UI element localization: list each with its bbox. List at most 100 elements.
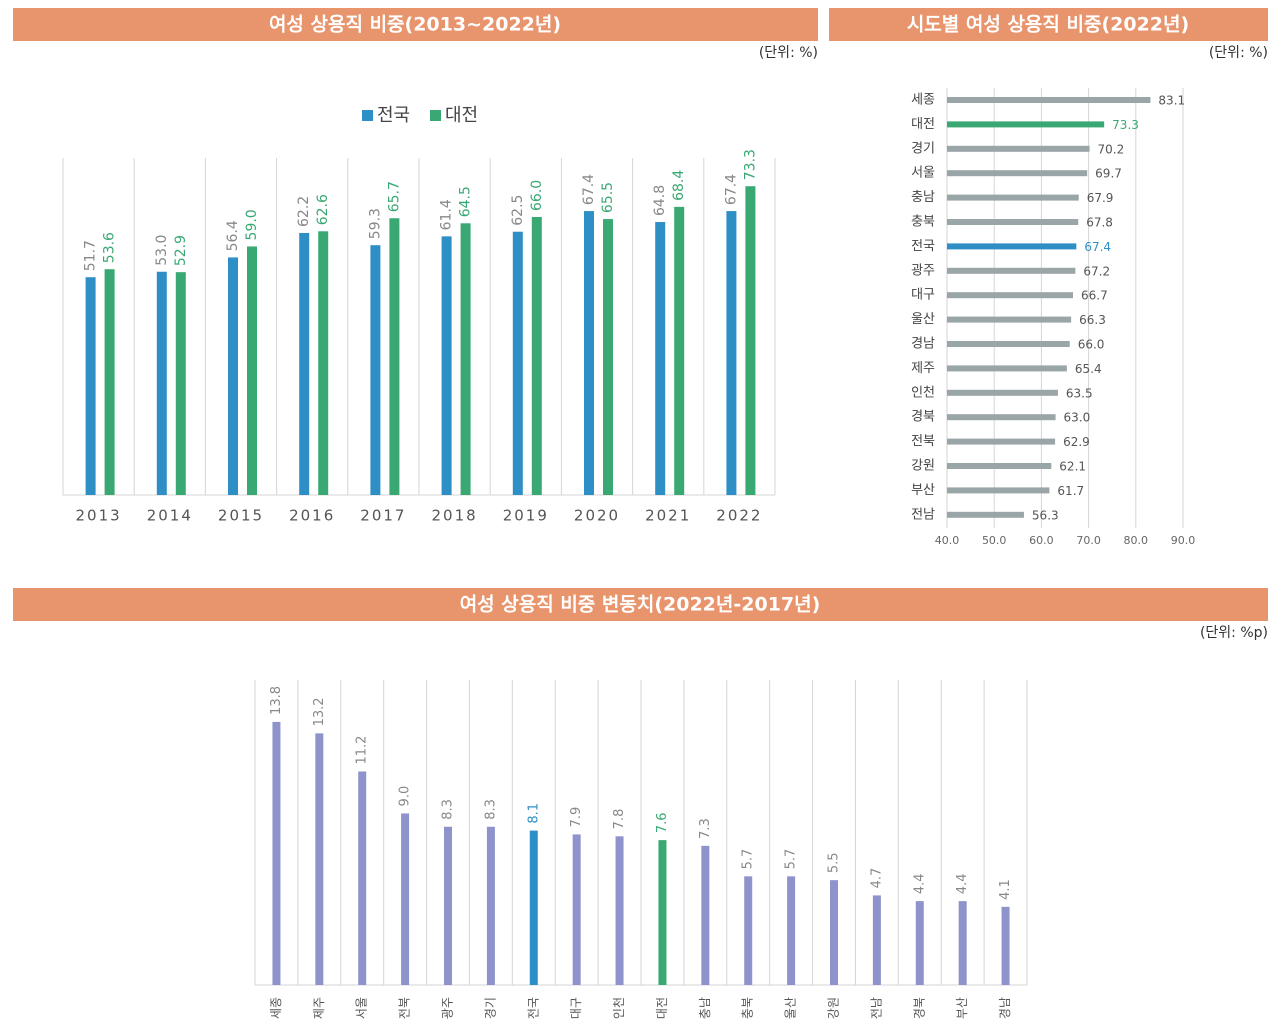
y-tick-label: 제주	[911, 361, 935, 376]
value-label: 65.5	[600, 182, 616, 213]
value-label: 65.4	[1075, 362, 1102, 376]
x-tick-label: 서울	[355, 997, 369, 1019]
x-tick-label: 충북	[741, 997, 755, 1019]
header-bar	[829, 8, 1268, 41]
bar	[726, 211, 737, 495]
bar	[947, 243, 1077, 250]
bar	[156, 271, 167, 495]
value-label: 61.4	[439, 199, 455, 230]
value-label: 63.0	[1064, 411, 1091, 425]
x-tick-label: 전북	[398, 997, 412, 1019]
value-label: 62.2	[296, 196, 312, 227]
value-label: 68.4	[671, 170, 687, 201]
bar	[947, 292, 1074, 299]
bar	[674, 206, 685, 496]
value-label: 51.7	[83, 240, 99, 271]
value-label: 83.1	[1158, 94, 1185, 108]
bar	[787, 876, 796, 985]
value-label: 63.5	[1066, 386, 1093, 400]
y-tick-label: 강원	[911, 459, 935, 474]
value-label: 67.9	[1087, 191, 1114, 205]
value-label: 8.3	[483, 799, 498, 820]
value-label: 56.4	[225, 220, 241, 251]
bar	[947, 145, 1090, 152]
chart-title: 여성 상용직 비중(2013~2022년)	[269, 14, 561, 36]
unit-label: (단위: %)	[1209, 45, 1268, 61]
value-label: 13.8	[269, 686, 284, 715]
value-label: 5.5	[827, 852, 842, 873]
value-label: 73.3	[742, 149, 758, 180]
x-tick-label: 부산	[955, 997, 969, 1019]
bar	[872, 895, 881, 985]
bar	[947, 438, 1056, 445]
bar	[947, 219, 1079, 225]
y-tick-label: 충남	[911, 190, 935, 205]
x-tick-label: 2013	[76, 507, 122, 525]
value-label: 67.4	[581, 174, 597, 205]
value-label: 8.1	[526, 803, 541, 824]
bar	[85, 277, 96, 495]
x-tick-label: 2019	[503, 507, 549, 525]
x-tick-label: 제주	[312, 997, 326, 1019]
y-tick-label: 전국	[911, 239, 935, 254]
y-tick-label: 세종	[911, 93, 935, 108]
bar	[486, 826, 495, 985]
y-tick-label: 충북	[911, 215, 935, 230]
x-tick-label: 울산	[784, 997, 798, 1019]
bar	[228, 257, 238, 495]
header-bar	[13, 588, 1268, 621]
bar	[947, 121, 1105, 128]
value-label: 7.8	[612, 809, 627, 830]
bar	[572, 834, 581, 985]
value-label: 53.6	[102, 232, 118, 263]
y-tick-label: 전남	[911, 507, 935, 522]
bar	[947, 316, 1072, 323]
value-label: 62.1	[1059, 460, 1086, 474]
x-tick-label: 광주	[441, 997, 455, 1019]
value-label: 67.8	[1086, 216, 1113, 230]
value-label: 70.2	[1098, 142, 1125, 156]
bar	[947, 511, 1024, 518]
bar	[460, 223, 471, 495]
x-tick-label: 40.0	[935, 534, 960, 547]
y-tick-label: 전북	[911, 434, 935, 449]
value-label: 65.7	[386, 181, 402, 212]
bar	[744, 876, 753, 985]
value-label: 73.3	[1112, 118, 1139, 132]
value-label: 8.3	[441, 799, 456, 820]
bar	[947, 365, 1067, 372]
value-label: 64.8	[652, 185, 668, 216]
header-bar	[13, 8, 818, 41]
value-label: 59.0	[244, 209, 260, 240]
value-label: 5.7	[784, 849, 799, 870]
bar	[947, 194, 1079, 201]
value-label: 4.4	[912, 873, 927, 894]
x-tick-label: 2016	[289, 507, 335, 525]
value-label: 66.7	[1081, 289, 1108, 303]
bar	[947, 389, 1058, 396]
bar	[272, 721, 281, 985]
chart-title: 시도별 여성 상용직 비중(2022년)	[907, 14, 1189, 36]
bar	[318, 231, 329, 496]
bar	[947, 487, 1050, 494]
x-tick-label: 2021	[645, 507, 691, 525]
x-tick-label: 대전	[655, 997, 669, 1019]
chart-title: 여성 상용직 비중 변동치(2022년-2017년)	[460, 594, 821, 616]
value-label: 67.4	[1084, 240, 1111, 254]
x-tick-label: 70.0	[1076, 534, 1101, 547]
value-label: 11.2	[355, 736, 370, 765]
bar	[389, 218, 400, 495]
value-label: 69.7	[1095, 167, 1122, 181]
x-tick-label: 2014	[147, 507, 193, 525]
bar	[958, 901, 967, 985]
value-label: 5.7	[741, 849, 756, 870]
value-label: 59.3	[367, 208, 383, 239]
x-tick-label: 50.0	[982, 534, 1007, 547]
value-label: 67.2	[1083, 264, 1110, 278]
value-label: 62.5	[510, 195, 526, 226]
bar	[401, 813, 410, 985]
bar	[299, 232, 310, 496]
bar	[603, 219, 613, 496]
value-label: 66.0	[1078, 338, 1105, 352]
